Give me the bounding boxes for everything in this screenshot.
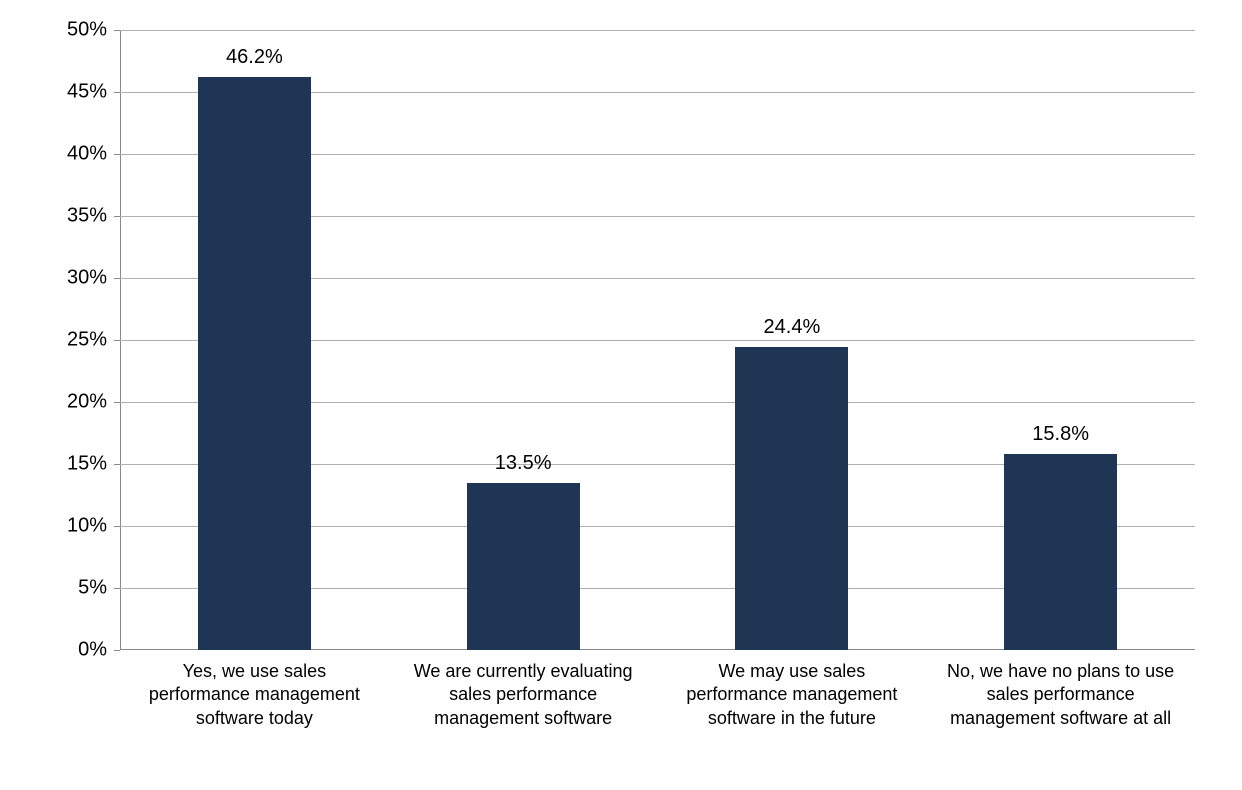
x-axis-labels: Yes, we use sales performance management… xyxy=(120,660,1195,770)
x-tick-label: We may use sales performance management … xyxy=(671,660,913,730)
y-tick-label: 30% xyxy=(67,267,107,290)
x-tick-label: We are currently evaluating sales perfor… xyxy=(402,660,644,730)
y-tick-label: 35% xyxy=(67,205,107,228)
bar: 13.5% xyxy=(467,483,580,650)
y-tick-label: 40% xyxy=(67,143,107,166)
y-tick-mark xyxy=(114,650,120,651)
y-tick-label: 10% xyxy=(67,515,107,538)
bar-chart: 0% 5% 10% 15% 20% 25% 30% 35% 40% 45% 50% 46.2% 13.… xyxy=(50,20,1210,770)
bar-value-label: 24.4% xyxy=(735,316,848,339)
bar: 24.4% xyxy=(735,347,848,650)
y-tick-label: 20% xyxy=(67,391,107,414)
y-tick-label: 5% xyxy=(78,577,107,600)
y-tick-mark xyxy=(114,340,120,341)
y-tick-label: 25% xyxy=(67,329,107,352)
gridline xyxy=(120,30,1195,31)
y-tick-label: 50% xyxy=(67,19,107,42)
y-tick-mark xyxy=(114,588,120,589)
y-axis: 0%5%10%15%20%25%30%35%40%45%50% xyxy=(50,30,115,650)
y-tick-label: 0% xyxy=(78,639,107,662)
plot-area: 46.2% 13.5% 24.4% 15.8% xyxy=(120,30,1195,650)
x-tick-label: Yes, we use sales performance management… xyxy=(133,660,375,730)
bar: 15.8% xyxy=(1004,454,1117,650)
y-tick-mark xyxy=(114,464,120,465)
y-tick-mark xyxy=(114,30,120,31)
y-tick-label: 45% xyxy=(67,81,107,104)
y-tick-mark xyxy=(114,526,120,527)
x-tick-label: No, we have no plans to use sales perfor… xyxy=(940,660,1182,730)
y-tick-mark xyxy=(114,278,120,279)
y-tick-mark xyxy=(114,154,120,155)
y-tick-mark xyxy=(114,216,120,217)
y-tick-mark xyxy=(114,402,120,403)
bar: 46.2% xyxy=(198,77,311,650)
bar-value-label: 46.2% xyxy=(198,46,311,69)
y-tick-label: 15% xyxy=(67,453,107,476)
y-tick-mark xyxy=(114,92,120,93)
bar-value-label: 13.5% xyxy=(467,452,580,475)
bar-value-label: 15.8% xyxy=(1004,423,1117,446)
